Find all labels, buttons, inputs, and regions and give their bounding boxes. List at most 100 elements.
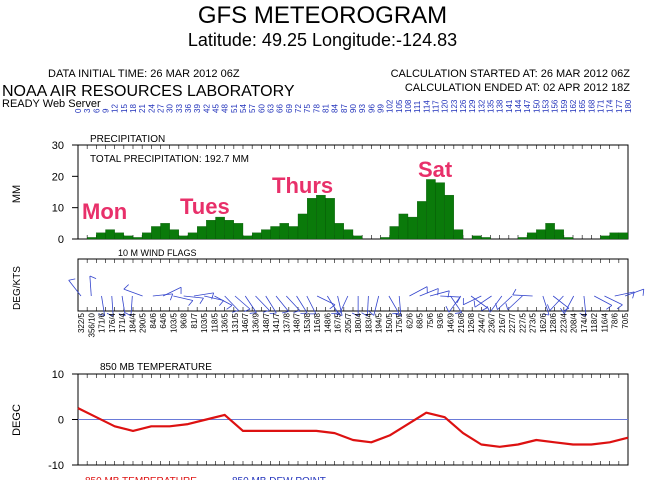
- forecast-hour-label: 42: [202, 104, 211, 113]
- wind-barb: [89, 275, 97, 279]
- wind-flag: [275, 295, 289, 312]
- wind-barb: [98, 313, 105, 317]
- wind-flag: [429, 290, 450, 297]
- wind-flag: [89, 276, 92, 297]
- wind-direction-label: 322/5: [77, 312, 86, 333]
- wind-barb: [329, 304, 336, 310]
- forecast-hour-label: 165: [578, 99, 587, 113]
- wind-flag: [373, 295, 380, 316]
- wind-flag: [542, 295, 550, 316]
- wind-barb: [560, 307, 565, 314]
- precipitation-bar: [132, 237, 143, 240]
- wind-flag: [450, 295, 463, 313]
- temperature-ylabel: DEGC: [11, 404, 23, 436]
- wind-barb: [335, 313, 343, 316]
- forecast-hour-label: 168: [587, 99, 596, 113]
- forecast-hour-label: 36: [184, 104, 193, 113]
- wind-flag: [614, 291, 635, 297]
- wind-direction-label: 93/6: [436, 312, 445, 328]
- forecast-hour-label: 144: [514, 99, 523, 113]
- calculation-started: CALCULATION STARTED AT: 26 MAR 2012 06Z: [390, 68, 630, 80]
- wind-flag: [409, 286, 428, 297]
- wind-barb: [445, 306, 450, 313]
- wind-direction-label: 244/7: [477, 312, 486, 333]
- wind-barb: [616, 304, 623, 310]
- precipitation-bar: [316, 194, 326, 240]
- wind-direction-label: 146/7: [241, 312, 250, 333]
- day-label: Mon: [82, 199, 127, 224]
- wind-barb: [232, 310, 239, 313]
- precipitation-bar: [224, 220, 234, 240]
- wind-flag: [398, 295, 402, 316]
- precipitation-bar: [105, 229, 115, 240]
- forecast-hour-label: 123: [450, 99, 459, 113]
- wind-barb: [262, 310, 270, 313]
- wind-direction-label: 273/5: [529, 312, 538, 333]
- precipitation-bar: [517, 237, 528, 240]
- precipitation-bar: [426, 179, 436, 240]
- wind-flag: [68, 279, 82, 297]
- forecast-hour-label: 174: [606, 99, 615, 113]
- precipitation-bar: [389, 226, 399, 240]
- temperature-ytick-label: -10: [48, 460, 64, 472]
- wind-direction-label: 118/2: [590, 312, 599, 332]
- wind-barb: [547, 304, 551, 311]
- precipitation-bar: [334, 223, 344, 240]
- forecast-hour-label: 117: [432, 100, 441, 113]
- server-name: READY Web Server: [2, 98, 101, 110]
- wind-direction-label: 216/8: [457, 312, 466, 333]
- wind-flag: [419, 288, 439, 297]
- wind-direction-label: 153/8: [303, 312, 312, 333]
- precipitation-bar: [453, 229, 464, 240]
- wind-barb: [606, 305, 613, 310]
- wind-flag: [152, 293, 173, 297]
- wind-direction-label: 128/6: [549, 312, 558, 333]
- forecast-hour-label: 156: [551, 99, 560, 113]
- wind-flag: [440, 295, 461, 298]
- wind-barb: [486, 306, 491, 313]
- precipitation-bar: [242, 235, 253, 240]
- precipitation-bar: [536, 229, 546, 240]
- wind-direction-label: 70/5: [621, 312, 630, 328]
- forecast-hour-label: 21: [138, 104, 147, 113]
- precipitation-bar: [114, 232, 124, 240]
- wind-flag: [366, 295, 369, 316]
- wind-flag: [306, 295, 317, 315]
- wind-direction-label: 126/8: [467, 312, 476, 333]
- precipitation-bar: [252, 232, 262, 240]
- wind-flag: [234, 295, 251, 310]
- wind-flag: [497, 295, 513, 310]
- day-label: Sat: [418, 157, 453, 182]
- precipitation-bar: [325, 198, 335, 240]
- wind-flag: [388, 295, 400, 314]
- forecast-hour-label: 24: [147, 104, 156, 113]
- precipitation-bar: [307, 198, 317, 240]
- wind-flag: [296, 295, 308, 314]
- wind-direction-label: 81/7: [190, 312, 199, 328]
- precipitation-bar: [197, 226, 207, 240]
- wind-flag: [563, 295, 575, 314]
- wind-direction-label: 194/5: [375, 312, 384, 333]
- temperature-ytick-label: 0: [58, 415, 64, 427]
- forecast-hour-label: 99: [377, 104, 386, 113]
- forecast-hour-label: 60: [257, 104, 266, 113]
- wind-flag: [463, 295, 482, 306]
- wind-barb: [562, 307, 570, 312]
- precipitation-bar: [142, 232, 152, 240]
- precipitation-bar: [206, 220, 216, 240]
- wind-flag: [130, 295, 133, 316]
- wind-direction-label: 236/7: [488, 312, 497, 333]
- precipitation-ytick-label: 20: [52, 171, 64, 183]
- wind-direction-label: 148/6: [323, 312, 332, 333]
- precipitation-bar: [481, 237, 491, 240]
- wind-flag: [470, 295, 488, 309]
- forecast-hour-label: 153: [542, 99, 551, 113]
- precipitation-panel: PRECIPITATION TOTAL PRECIPITATION: 192.7 …: [11, 134, 629, 246]
- wind-title: 10 M WIND FLAGS: [118, 248, 197, 258]
- wind-direction-label: 167/5: [334, 312, 343, 333]
- forecast-hour-label: 159: [560, 99, 569, 113]
- day-label: Thurs: [272, 173, 333, 198]
- wind-direction-label: 162/6: [539, 312, 548, 333]
- wind-flag: [448, 295, 462, 313]
